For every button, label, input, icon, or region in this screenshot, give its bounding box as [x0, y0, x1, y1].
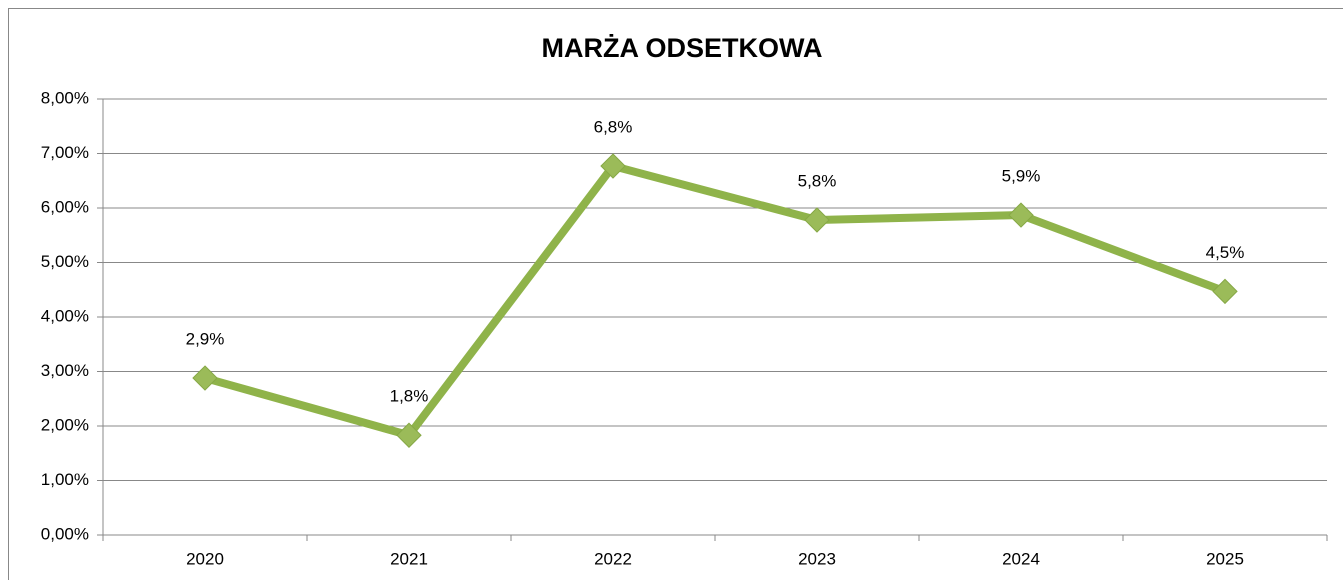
y-tick-label: 6,00% [41, 197, 89, 216]
marker [192, 365, 218, 391]
data-label: 5,9% [1002, 167, 1041, 186]
y-tick-label: 8,00% [41, 88, 89, 107]
data-label: 6,8% [594, 118, 633, 137]
chart-title: MARŻA ODSETKOWA [542, 33, 823, 63]
x-tick-label: 2025 [1206, 549, 1244, 568]
data-label: 2,9% [186, 330, 225, 349]
y-tick-label: 4,00% [41, 306, 89, 325]
marker [1212, 278, 1238, 305]
y-tick-label: 0,00% [41, 524, 89, 543]
y-tick-label: 5,00% [41, 252, 89, 271]
x-tick-label: 2024 [1002, 549, 1040, 568]
chart-border [8, 8, 1343, 580]
y-tick-label: 3,00% [41, 361, 89, 380]
y-tick-label: 7,00% [41, 143, 89, 162]
data-label: 1,8% [390, 387, 429, 406]
data-label: 5,8% [798, 171, 837, 190]
x-tick-label: 2020 [186, 549, 224, 568]
x-tick-label: 2021 [390, 549, 428, 568]
x-tick-label: 2022 [594, 549, 632, 568]
marker [600, 153, 626, 179]
line [203, 162, 1227, 440]
marker [396, 422, 422, 448]
marker [1008, 202, 1034, 228]
marker [804, 207, 830, 233]
data-label: 4,5% [1206, 243, 1245, 262]
y-tick-label: 1,00% [41, 470, 89, 489]
x-tick-label: 2023 [798, 549, 836, 568]
y-tick-label: 2,00% [41, 415, 89, 434]
